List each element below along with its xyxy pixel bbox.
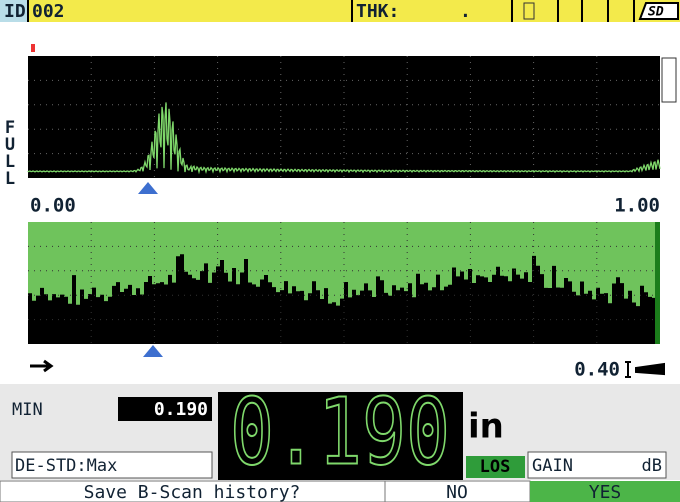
- range-end: 1.00: [614, 195, 660, 217]
- thk-label: THK:: [356, 1, 399, 22]
- mode-box: [11, 451, 213, 479]
- range-mode: FULL: [0, 118, 20, 186]
- yes-button[interactable]: [530, 481, 680, 502]
- probe-icon: [625, 361, 665, 378]
- b-value: 0.40: [574, 359, 620, 381]
- gate-icon: [661, 57, 677, 103]
- no-label[interactable]: NO: [446, 482, 468, 502]
- prompt-question: Save B-Scan history?: [84, 482, 301, 502]
- status-bar: [0, 0, 680, 22]
- a-waveform: [27, 102, 661, 175]
- b-profile: [28, 254, 656, 344]
- rn-icon: [523, 2, 535, 20]
- status-separators: [27, 0, 635, 22]
- direction-arrow: [30, 359, 54, 373]
- gain-box: [527, 451, 667, 479]
- min-label: MIN: [12, 400, 43, 420]
- range-start: 0.00: [30, 195, 76, 217]
- id-label: ID: [4, 1, 26, 22]
- id-cell: [0, 0, 28, 22]
- id-value: 002: [32, 1, 65, 22]
- unit: in: [468, 407, 504, 447]
- b-grid: [28, 222, 660, 344]
- flag-box: [466, 456, 525, 478]
- sd-icon: [638, 2, 679, 20]
- thickness-box: [218, 392, 463, 480]
- mode: DE-STD:Max: [15, 456, 117, 476]
- min-box: [118, 397, 212, 421]
- flag: LOS: [480, 457, 511, 477]
- b-marker: [143, 345, 163, 357]
- b-cursor: [655, 222, 660, 344]
- gain-unit: dB: [642, 456, 662, 476]
- thk-value: .: [460, 1, 471, 22]
- yes-label[interactable]: YES: [589, 482, 622, 502]
- sd-label: SD: [648, 5, 664, 20]
- gain-label: GAIN: [532, 456, 573, 476]
- marker: [31, 44, 35, 52]
- gate-marker: [138, 182, 158, 194]
- thickness-value: 0.190: [230, 378, 450, 485]
- min-value: 0.190: [154, 399, 208, 420]
- a-grid: [28, 56, 660, 178]
